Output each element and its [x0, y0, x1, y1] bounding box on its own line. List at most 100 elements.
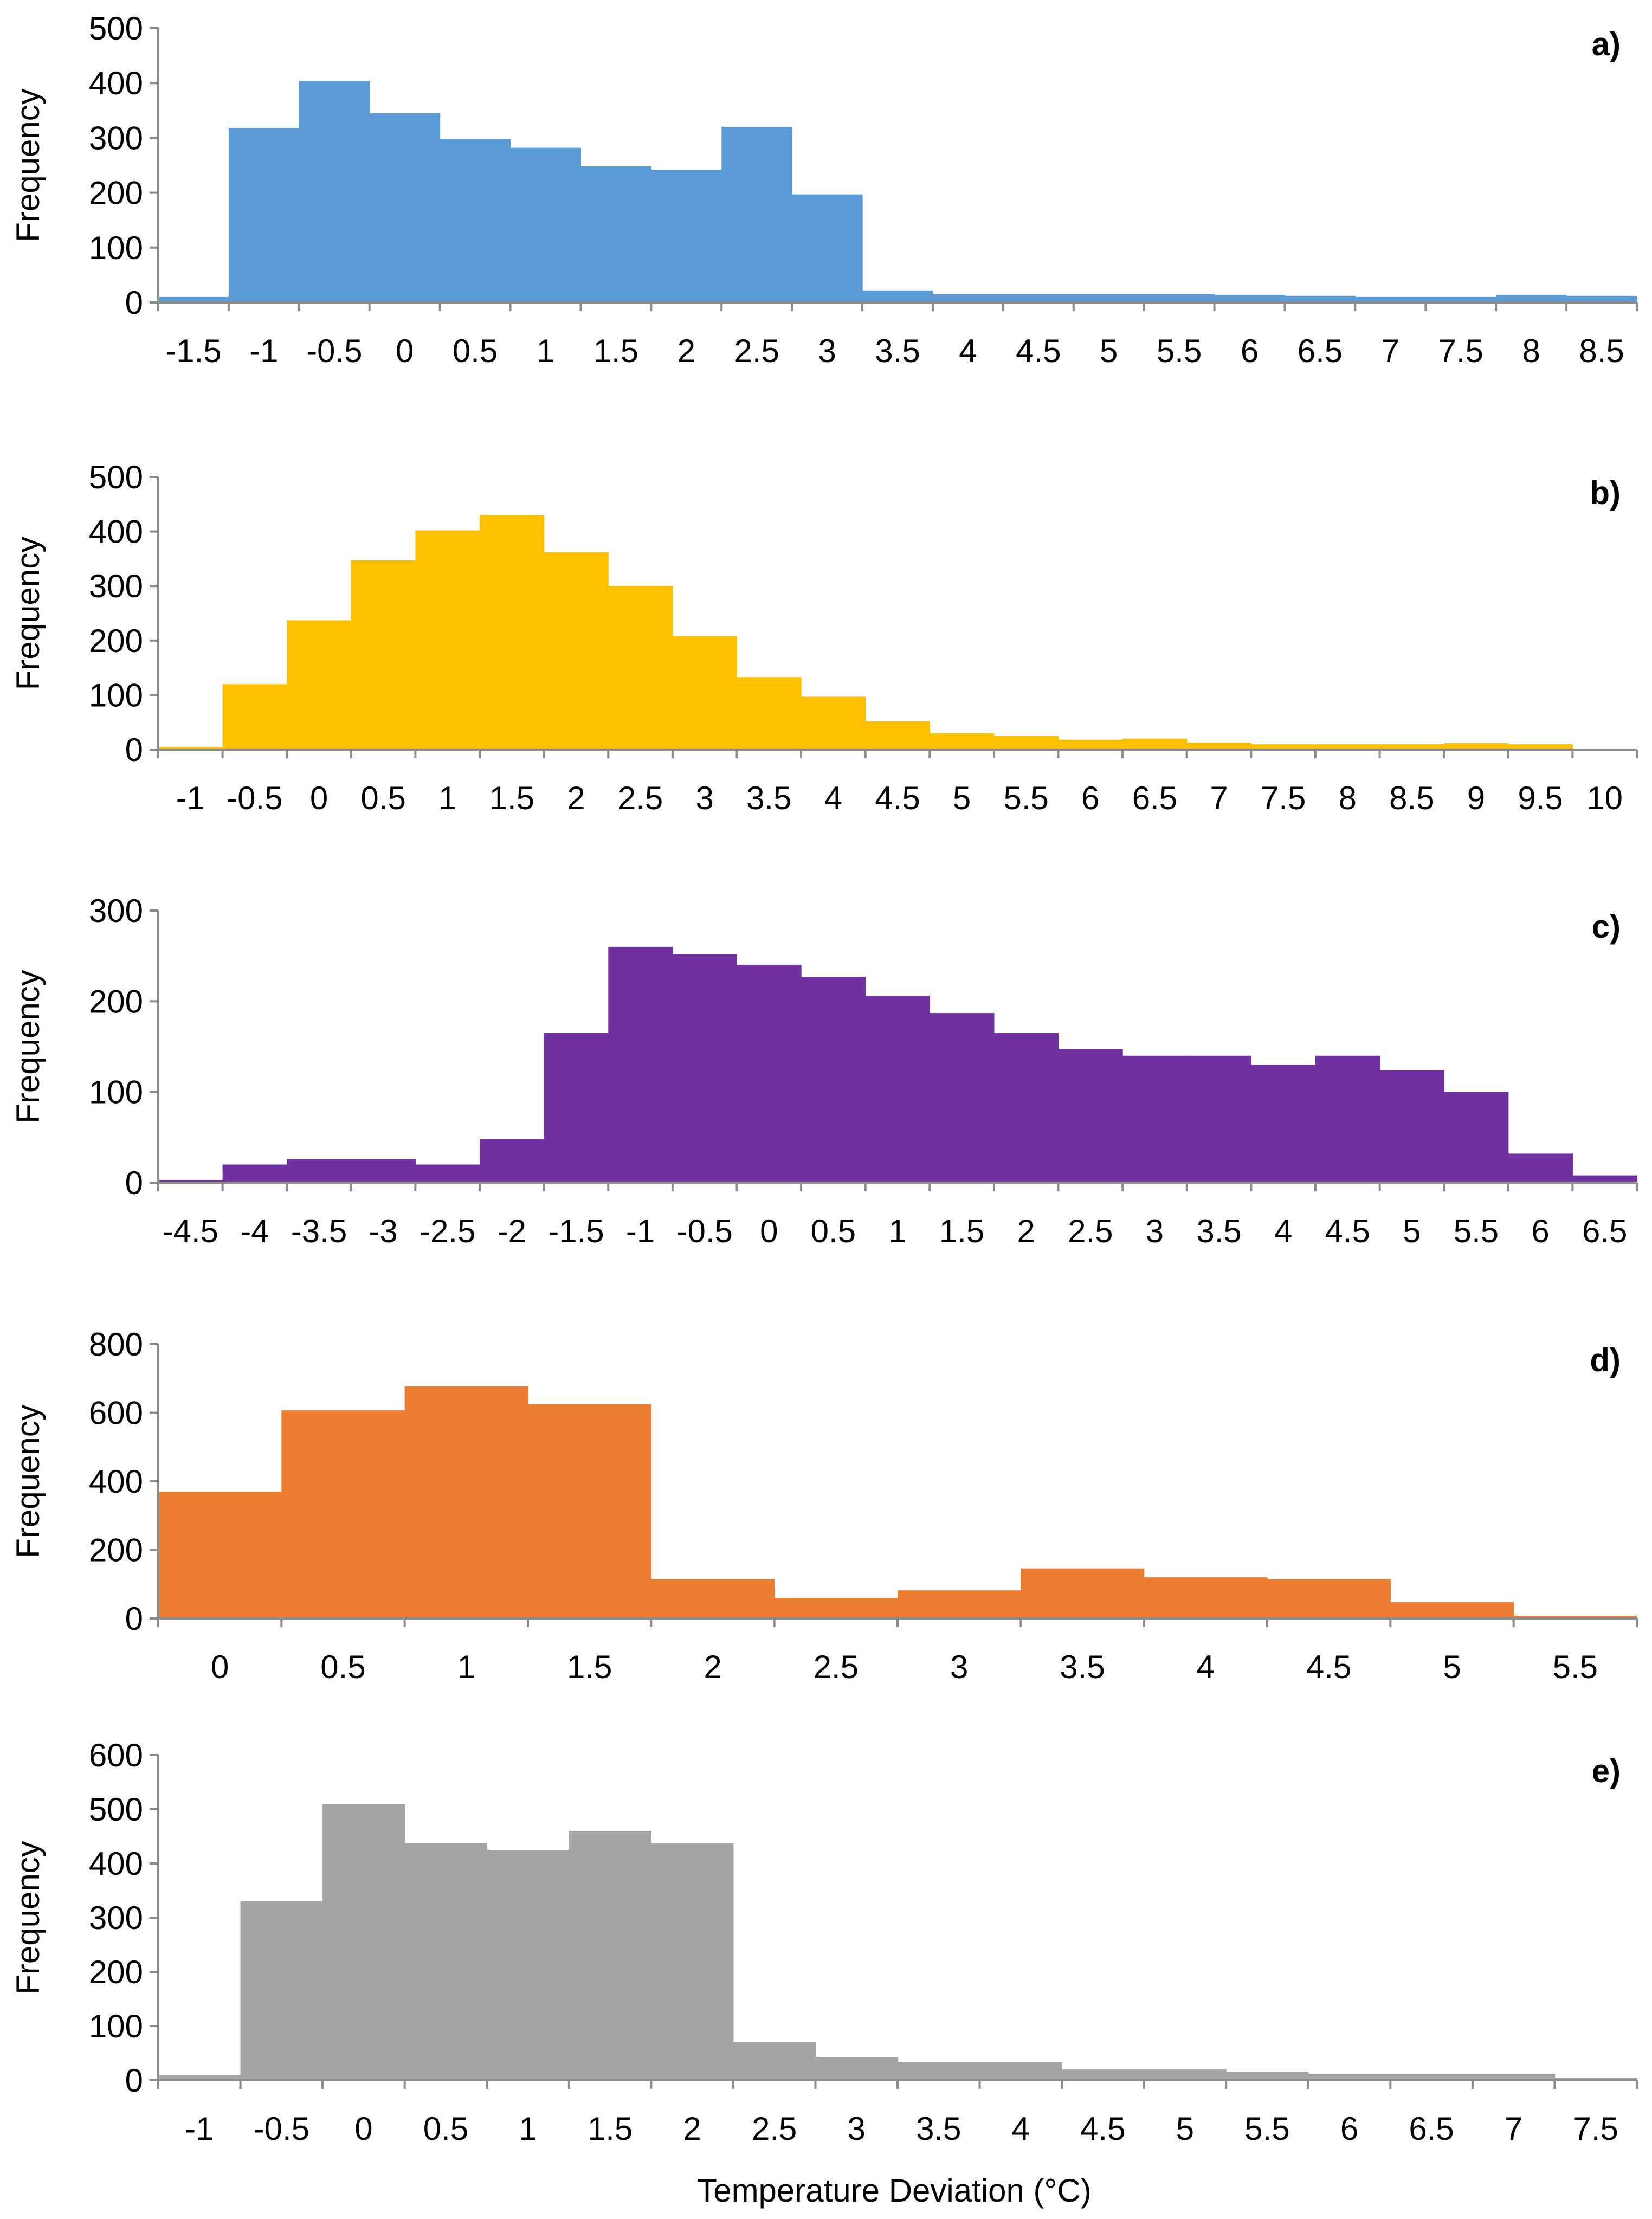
x-tick-label: 1.5	[489, 780, 534, 816]
bar	[1251, 1065, 1316, 1183]
bar	[608, 946, 673, 1183]
y-tick-label: 300	[89, 893, 143, 929]
bar	[1390, 2074, 1473, 2080]
bar	[299, 81, 370, 302]
panel-label: b)	[1590, 475, 1621, 511]
bar	[1379, 1070, 1444, 1183]
y-tick-label: 400	[89, 65, 143, 101]
bar	[1144, 294, 1215, 302]
bar	[1003, 294, 1074, 302]
y-tick-label: 100	[89, 1074, 143, 1111]
bar	[1186, 1055, 1251, 1183]
x-tick-label: 3.5	[916, 2111, 961, 2147]
panel-label: d)	[1590, 1342, 1621, 1378]
bar	[222, 684, 287, 750]
x-tick-label: 5	[1100, 333, 1118, 369]
x-tick-label: 3	[848, 2111, 866, 2147]
y-tick-label: 200	[89, 175, 143, 211]
bar	[1144, 2069, 1227, 2080]
x-tick-label: 7.5	[1573, 2111, 1618, 2147]
x-tick-label: 7	[1210, 780, 1228, 816]
bar	[480, 1139, 545, 1183]
bar	[930, 1013, 995, 1183]
x-tick-label: 4.5	[1325, 1213, 1370, 1249]
bar	[415, 1164, 480, 1183]
bar	[1308, 2074, 1391, 2080]
x-tick-label: 1	[438, 780, 456, 816]
bar	[651, 1843, 734, 2080]
bar	[1355, 296, 1426, 302]
x-tick-label: 4.5	[1080, 2111, 1125, 2147]
x-tick-label: 2.5	[618, 780, 663, 816]
bar	[651, 170, 722, 302]
x-tick-label: 8.5	[1579, 333, 1624, 369]
x-tick-label: 2.5	[734, 333, 779, 369]
x-tick-label: 0.5	[320, 1649, 365, 1685]
x-tick-label: 2	[1017, 1213, 1035, 1249]
y-tick-label: 100	[89, 677, 143, 713]
bar	[544, 552, 609, 750]
x-tick-label: 10	[1586, 780, 1623, 816]
x-tick-label: 5.5	[1454, 1213, 1499, 1249]
bar	[1379, 744, 1444, 750]
bar	[351, 560, 416, 750]
x-tick-label: 9.5	[1518, 780, 1563, 816]
x-tick-label: 7	[1505, 2111, 1522, 2147]
bar	[1390, 1602, 1514, 1618]
y-tick-label: 500	[89, 10, 143, 47]
bar	[281, 1410, 405, 1618]
bar	[1566, 295, 1637, 302]
bar	[440, 139, 511, 302]
x-tick-label: 0.5	[360, 780, 405, 816]
bar	[1444, 1092, 1509, 1183]
x-tick-label: 4.5	[1306, 1649, 1351, 1685]
x-tick-label: -1	[626, 1213, 655, 1249]
x-tick-label: -2.5	[420, 1213, 475, 1249]
x-tick-label: -3.5	[291, 1213, 347, 1249]
bar	[580, 166, 651, 302]
x-tick-label: 4	[1197, 1649, 1215, 1685]
bar	[1073, 294, 1145, 302]
bar	[404, 1843, 487, 2080]
bar	[979, 2062, 1062, 2080]
x-tick-label: 0	[396, 333, 414, 369]
x-tick-label: -0.5	[306, 333, 362, 369]
bar	[228, 128, 300, 302]
x-tick-label: 7.5	[1261, 780, 1306, 816]
bar	[158, 746, 223, 750]
bar	[322, 1804, 405, 2080]
bar	[608, 586, 673, 750]
y-tick-label: 300	[89, 1900, 143, 1936]
bar	[898, 1590, 1021, 1618]
bar	[1315, 1055, 1380, 1183]
bar	[1267, 1579, 1391, 1618]
bar	[1144, 1577, 1268, 1618]
x-tick-label: 6.5	[1409, 2111, 1454, 2147]
x-tick-label: 2.5	[1068, 1213, 1113, 1249]
bar	[158, 296, 229, 302]
x-tick-label: 6	[1081, 780, 1099, 816]
x-tick-label: 3.5	[1060, 1649, 1105, 1685]
x-tick-label: -0.5	[254, 2111, 309, 2147]
x-tick-label: 4	[824, 780, 842, 816]
y-tick-label: 200	[89, 1532, 143, 1569]
y-tick-label: 600	[89, 1395, 143, 1431]
bar	[1444, 743, 1509, 750]
x-tick-label: 3	[818, 333, 836, 369]
bar	[287, 1159, 352, 1183]
x-tick-label: 5	[953, 780, 971, 816]
bar	[510, 147, 582, 302]
bar	[801, 696, 866, 750]
x-tick-label: 2.5	[752, 2111, 797, 2147]
bar	[544, 1033, 609, 1183]
x-axis-label: Temperature Deviation (°C)	[697, 2172, 1092, 2209]
x-tick-label: 1.5	[939, 1213, 984, 1249]
bar	[404, 1386, 528, 1618]
bar	[351, 1159, 416, 1183]
bar	[1251, 744, 1316, 750]
bar	[737, 677, 802, 750]
x-tick-label: 0.5	[811, 1213, 856, 1249]
y-tick-label: 0	[125, 732, 143, 768]
bar	[1062, 2069, 1145, 2080]
